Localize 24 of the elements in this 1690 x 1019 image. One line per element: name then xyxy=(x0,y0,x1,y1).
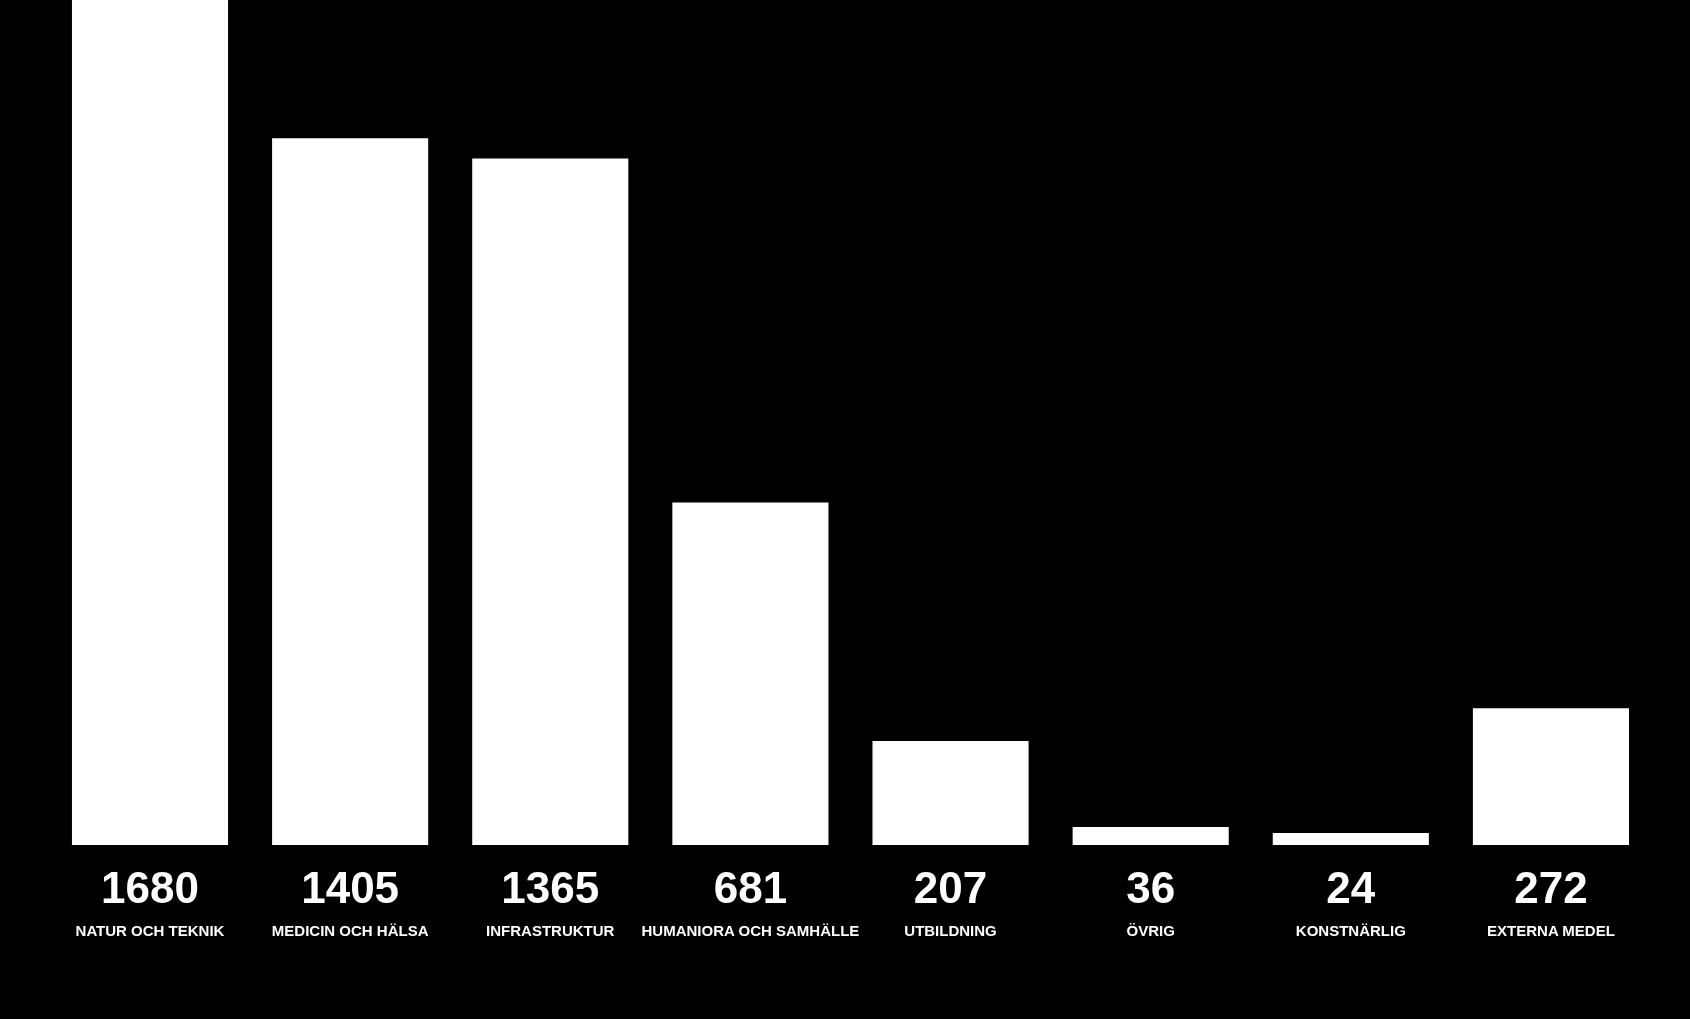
data-label: 1680 xyxy=(101,863,199,913)
data-label: 681 xyxy=(713,863,788,913)
x-tick-label: EXTERNA MEDEL xyxy=(1487,922,1615,940)
data-label: 36 xyxy=(1126,863,1176,913)
bar xyxy=(71,0,229,845)
x-tick-label: MEDICIN OCH HÄLSA xyxy=(271,922,429,940)
data-label: 1405 xyxy=(301,863,400,913)
data-label: 272 xyxy=(1514,863,1588,913)
x-tick-label: INFRASTRUKTUR xyxy=(486,922,615,940)
data-label: 24 xyxy=(1326,863,1376,913)
bar xyxy=(1072,826,1229,845)
bar xyxy=(672,502,829,845)
bar xyxy=(272,138,429,845)
bar xyxy=(472,158,629,845)
bar xyxy=(872,740,1029,845)
bar xyxy=(1472,708,1629,845)
data-label: 207 xyxy=(913,863,988,913)
x-tick-label: NATUR OCH TEKNIK xyxy=(75,922,225,940)
x-tick-label: KONSTNÄRLIG xyxy=(1295,922,1406,940)
x-tick-label: HUMANIORA OCH SAMHÄLLE xyxy=(641,922,860,940)
data-label: 1365 xyxy=(501,863,600,913)
x-tick-label: UTBILDNING xyxy=(904,922,997,940)
x-tick-label: ÖVRIG xyxy=(1126,922,1175,940)
bar xyxy=(1272,832,1429,845)
